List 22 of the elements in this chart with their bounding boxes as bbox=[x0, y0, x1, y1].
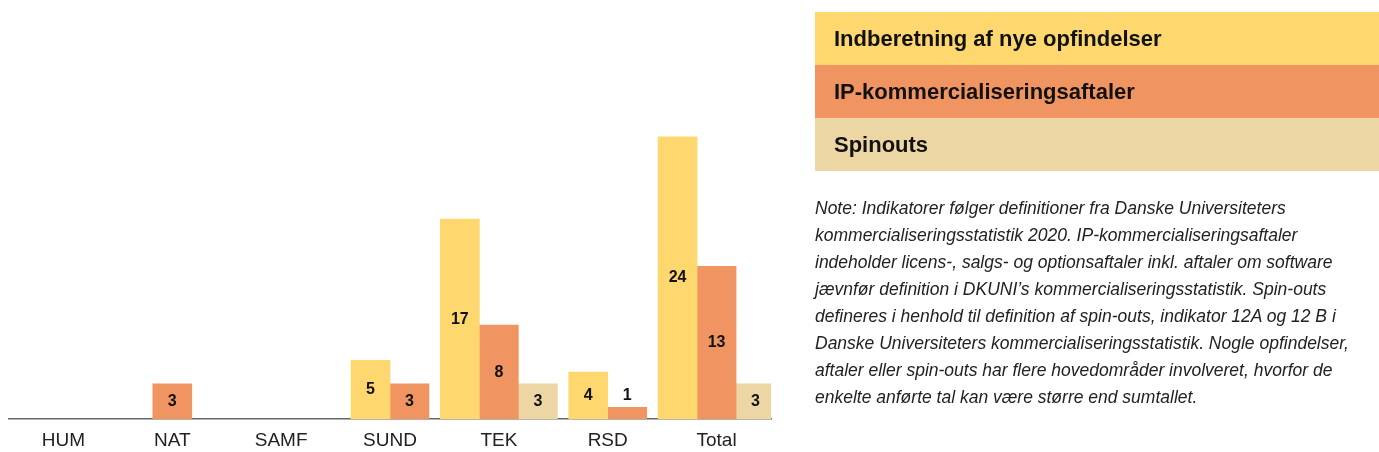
data-label: 3 bbox=[751, 391, 761, 409]
x-tick-label: SUND bbox=[363, 428, 417, 450]
data-label: 4 bbox=[583, 386, 593, 404]
data-label: 3 bbox=[405, 391, 415, 409]
x-tick-label: HUM bbox=[41, 428, 86, 450]
data-label: 5 bbox=[366, 380, 376, 398]
data-label: 13 bbox=[707, 333, 726, 351]
text: Spinouts bbox=[834, 131, 929, 158]
data-label: 8 bbox=[494, 362, 504, 380]
data-label: 24 bbox=[668, 268, 687, 286]
x-tick-label: RSD bbox=[587, 428, 628, 450]
x-tick-label: Total bbox=[696, 428, 737, 450]
x-tick-label: SAMF bbox=[254, 428, 308, 450]
data-label: 3 bbox=[533, 391, 543, 409]
x-tick-label: TEK bbox=[480, 428, 518, 450]
text: Note: Indikatorer følger definitioner fra Danske Universiteters kommercialiseringsstatistik 2020. IP-kommercialiseringsaftaler indeholder licens-, salgs- og optionsaftaler inkl. aftaler om software jævnfør definition i DKUNI’s kommercialiseringsstatistik. Spin-outs defineres i henhold til definition af spin-outs, indikator 12A og 12 B i Danske Universiteters kommercialiseringsstatistik. Nogle opfindelser, aftaler eller spin-outs har flere hovedområder involveret, hvorfor de enkelte anførte tal kan være større end sumtallet. bbox=[815, 197, 1350, 409]
x-tick-label: NAT bbox=[153, 428, 191, 450]
data-label: 17 bbox=[450, 309, 469, 327]
data-label: 1 bbox=[622, 385, 632, 403]
text: IP-kommercialiseringsaftaler bbox=[834, 78, 1135, 105]
data-label: 3 bbox=[167, 391, 177, 409]
text: Indberetning af nye opfindelser bbox=[834, 25, 1162, 52]
